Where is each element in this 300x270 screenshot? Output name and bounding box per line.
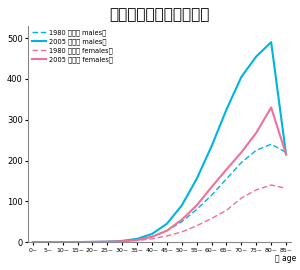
2005 （男性 males） xyxy=(269,40,273,44)
1980 （男性 males） xyxy=(254,149,258,152)
1980 （女性 females） xyxy=(225,209,228,212)
1980 （男性 males） xyxy=(150,235,154,238)
1980 （男性 males） xyxy=(91,240,94,244)
1980 （男性 males） xyxy=(225,177,228,181)
Line: 1980 （男性 males）: 1980 （男性 males） xyxy=(33,144,286,242)
2005 （女性 females） xyxy=(31,241,34,244)
1980 （女性 females） xyxy=(165,234,169,238)
1980 （男性 males） xyxy=(195,208,199,211)
1980 （男性 males） xyxy=(76,241,79,244)
2005 （女性 females） xyxy=(106,240,109,243)
1980 （女性 females） xyxy=(31,241,34,244)
Line: 2005 （女性 females）: 2005 （女性 females） xyxy=(33,107,286,242)
X-axis label: 歳 age: 歳 age xyxy=(274,254,296,263)
2005 （男性 males） xyxy=(46,241,50,244)
2005 （男性 males） xyxy=(240,75,243,79)
2005 （女性 females） xyxy=(210,185,213,189)
2005 （男性 males） xyxy=(284,153,288,156)
2005 （女性 females） xyxy=(284,153,288,156)
Title: 年齢別の大腸がん罹患率: 年齢別の大腸がん罹患率 xyxy=(109,7,210,22)
1980 （女性 females） xyxy=(254,188,258,191)
Line: 2005 （男性 males）: 2005 （男性 males） xyxy=(33,42,286,242)
1980 （男性 males） xyxy=(135,238,139,241)
1980 （女性 females） xyxy=(106,240,109,243)
1980 （女性 females） xyxy=(120,240,124,243)
2005 （女性 females） xyxy=(76,241,79,244)
2005 （女性 females） xyxy=(120,240,124,243)
2005 （女性 females） xyxy=(165,229,169,232)
1980 （男性 males） xyxy=(106,240,109,243)
1980 （女性 females） xyxy=(135,239,139,242)
2005 （女性 females） xyxy=(135,238,139,242)
2005 （女性 females） xyxy=(195,204,199,207)
2005 （女性 females） xyxy=(225,168,228,171)
1980 （男性 males） xyxy=(210,194,213,197)
2005 （男性 males） xyxy=(180,204,184,207)
2005 （男性 males） xyxy=(76,241,79,244)
1980 （女性 females） xyxy=(180,230,184,234)
1980 （男性 males） xyxy=(284,151,288,154)
1980 （男性 males） xyxy=(240,161,243,164)
2005 （男性 males） xyxy=(195,177,199,181)
1980 （男性 males） xyxy=(269,143,273,146)
2005 （女性 females） xyxy=(269,106,273,109)
1980 （男性 males） xyxy=(31,241,34,244)
2005 （女性 females） xyxy=(91,240,94,244)
2005 （男性 males） xyxy=(135,237,139,241)
2005 （女性 females） xyxy=(180,218,184,221)
1980 （女性 females） xyxy=(46,241,50,244)
2005 （男性 males） xyxy=(150,232,154,235)
1980 （男性 males） xyxy=(46,241,50,244)
2005 （女性 females） xyxy=(240,151,243,154)
Legend: 1980 （男性 males）, 2005 （男性 males）, 1980 （女性 females）, 2005 （女性 females）: 1980 （男性 males）, 2005 （男性 males）, 1980 （… xyxy=(30,28,114,64)
1980 （男性 males） xyxy=(180,220,184,223)
1980 （女性 females） xyxy=(91,240,94,244)
2005 （男性 males） xyxy=(91,240,94,244)
1980 （女性 females） xyxy=(284,187,288,190)
1980 （女性 females） xyxy=(210,217,213,220)
2005 （男性 males） xyxy=(225,108,228,111)
1980 （女性 females） xyxy=(240,197,243,200)
2005 （女性 females） xyxy=(254,131,258,134)
2005 （女性 females） xyxy=(61,241,64,244)
2005 （男性 males） xyxy=(31,241,34,244)
2005 （女性 females） xyxy=(46,241,50,244)
1980 （男性 males） xyxy=(61,241,64,244)
1980 （女性 females） xyxy=(76,241,79,244)
Line: 1980 （女性 females）: 1980 （女性 females） xyxy=(33,185,286,242)
2005 （男性 males） xyxy=(210,145,213,148)
1980 （女性 females） xyxy=(150,237,154,241)
1980 （女性 females） xyxy=(195,224,199,227)
2005 （男性 males） xyxy=(106,240,109,243)
2005 （男性 males） xyxy=(61,241,64,244)
2005 （男性 males） xyxy=(165,222,169,225)
1980 （女性 females） xyxy=(269,183,273,187)
2005 （男性 males） xyxy=(120,239,124,242)
2005 （女性 females） xyxy=(150,235,154,238)
1980 （男性 males） xyxy=(165,229,169,232)
1980 （女性 females） xyxy=(61,241,64,244)
2005 （男性 males） xyxy=(254,55,258,58)
1980 （男性 males） xyxy=(120,239,124,242)
